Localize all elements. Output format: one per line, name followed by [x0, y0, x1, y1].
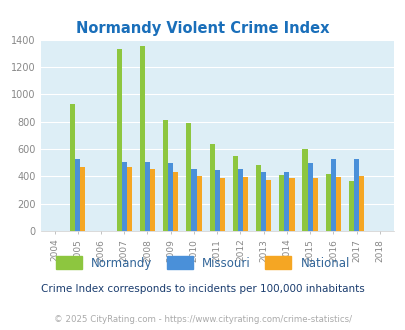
Bar	[302, 149, 307, 231]
Bar	[284, 172, 289, 231]
Bar	[122, 162, 126, 231]
Text: Normandy Violent Crime Index: Normandy Violent Crime Index	[76, 21, 329, 36]
Bar	[196, 176, 201, 231]
Legend: Normandy, Missouri, National: Normandy, Missouri, National	[51, 252, 354, 274]
Bar	[243, 177, 247, 231]
Bar	[256, 165, 260, 231]
Bar	[266, 180, 271, 231]
Bar	[325, 174, 330, 231]
Bar	[232, 156, 237, 231]
Text: Crime Index corresponds to incidents per 100,000 inhabitants: Crime Index corresponds to incidents per…	[41, 284, 364, 294]
Bar	[260, 172, 266, 231]
Text: © 2025 CityRating.com - https://www.cityrating.com/crime-statistics/: © 2025 CityRating.com - https://www.city…	[54, 315, 351, 324]
Bar	[312, 178, 317, 231]
Bar	[335, 177, 340, 231]
Bar	[70, 104, 75, 231]
Bar	[358, 176, 363, 231]
Bar	[173, 172, 178, 231]
Bar	[126, 167, 132, 231]
Bar	[279, 175, 284, 231]
Bar	[145, 162, 150, 231]
Bar	[348, 181, 353, 231]
Bar	[116, 49, 121, 231]
Bar	[191, 170, 196, 231]
Bar	[214, 170, 219, 231]
Bar	[75, 159, 80, 231]
Bar	[219, 178, 224, 231]
Bar	[353, 158, 358, 231]
Bar	[209, 144, 214, 231]
Bar	[150, 170, 155, 231]
Bar	[186, 123, 191, 231]
Bar	[307, 163, 312, 231]
Bar	[289, 178, 294, 231]
Bar	[80, 167, 85, 231]
Bar	[163, 119, 168, 231]
Bar	[330, 159, 335, 231]
Bar	[139, 46, 145, 231]
Bar	[237, 170, 243, 231]
Bar	[168, 163, 173, 231]
